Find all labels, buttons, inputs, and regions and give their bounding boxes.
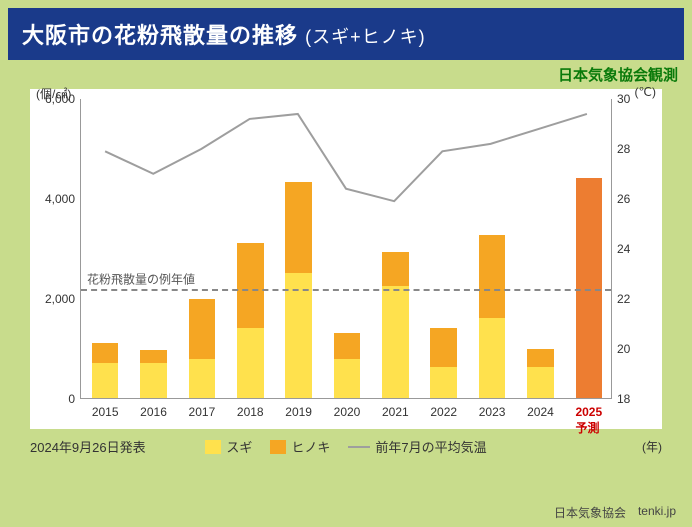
bar-sugi — [237, 328, 264, 398]
title-sub: (スギ+ヒノキ) — [305, 27, 426, 47]
bar-sugi — [285, 273, 312, 398]
title-bar: 大阪市の花粉飛散量の推移 (スギ+ヒノキ) — [8, 8, 684, 60]
legend-hinoki: ヒノキ — [270, 437, 330, 456]
bar-hinoki — [430, 328, 457, 367]
xtick-label: 2015 — [92, 405, 119, 419]
plot-region: 02,0004,0006,000182022242628302015201620… — [80, 99, 612, 399]
bar-hinoki — [140, 350, 167, 363]
bar-hinoki — [382, 252, 409, 286]
bar-stack — [430, 328, 457, 398]
legend-temp: 前年7月の平均気温 — [348, 437, 486, 456]
bar-hinoki — [189, 299, 216, 359]
bar-sugi — [189, 359, 216, 398]
legend-row: 2024年9月26日発表 スギ ヒノキ 前年7月の平均気温 — [30, 437, 662, 456]
ytick-left: 6,000 — [45, 92, 75, 106]
ytick-right: 30 — [617, 92, 630, 106]
legend-temp-label: 前年7月の平均気温 — [375, 437, 486, 456]
temp-line-swatch — [348, 446, 370, 448]
bar-stack — [479, 235, 506, 399]
credit-left: 日本気象協会 — [554, 504, 626, 521]
pub-date: 2024年9月26日発表 — [30, 437, 146, 456]
ytick-right: 18 — [617, 392, 630, 406]
legend-hinoki-label: ヒノキ — [291, 437, 330, 456]
bar-stack — [237, 243, 264, 398]
avg-line-label: 花粉飛散量の例年値 — [85, 271, 197, 288]
bar-stack — [189, 299, 216, 398]
xtick-label: 2020 — [334, 405, 361, 419]
bar-stack — [527, 349, 554, 398]
bar-stack — [382, 252, 409, 399]
x-axis-label: (年) — [642, 438, 662, 455]
bar-stack — [334, 333, 361, 398]
xtick-label: 2016 — [140, 405, 167, 419]
bar-sugi — [92, 363, 119, 398]
chart-card: 大阪市の花粉飛散量の推移 (スギ+ヒノキ) 日本気象協会観測 (個/㎠) (℃)… — [0, 8, 692, 527]
xtick-label: 2024 — [527, 405, 554, 419]
source-label: 日本気象協会観測 — [0, 64, 678, 85]
xtick-label: 2018 — [237, 405, 264, 419]
bar-stack — [576, 178, 603, 398]
bar-hinoki — [237, 243, 264, 328]
credit-right: tenki.jp — [638, 504, 676, 521]
legend-sugi: スギ — [205, 437, 252, 456]
xtick-label: 2022 — [430, 405, 457, 419]
bar-hinoki — [92, 343, 119, 363]
ytick-left: 4,000 — [45, 192, 75, 206]
bar-hinoki — [527, 349, 554, 367]
right-axis-label: (℃) — [635, 85, 656, 99]
avg-line — [81, 289, 611, 291]
title-main: 大阪市の花粉飛散量の推移 — [22, 23, 298, 48]
hinoki-swatch — [270, 440, 286, 454]
bar-sugi — [479, 318, 506, 398]
sugi-swatch — [205, 440, 221, 454]
bar-stack — [92, 343, 119, 398]
ytick-right: 22 — [617, 292, 630, 306]
bar-hinoki — [479, 235, 506, 319]
ytick-right: 28 — [617, 142, 630, 156]
temp-polyline — [105, 114, 587, 201]
xtick-label: 2025予測 — [575, 405, 602, 436]
bar-hinoki — [285, 182, 312, 273]
legend-sugi-label: スギ — [226, 437, 252, 456]
xtick-label: 2021 — [382, 405, 409, 419]
ytick-left: 0 — [68, 392, 75, 406]
credits: 日本気象協会 tenki.jp — [554, 504, 676, 521]
bar-sugi — [382, 286, 409, 399]
ytick-right: 20 — [617, 342, 630, 356]
xtick-label: 2023 — [479, 405, 506, 419]
ytick-left: 2,000 — [45, 292, 75, 306]
ytick-right: 26 — [617, 192, 630, 206]
bar-sugi — [140, 363, 167, 398]
bar-forecast — [576, 178, 603, 398]
xtick-label: 2017 — [189, 405, 216, 419]
bar-sugi — [334, 359, 361, 398]
chart-area: (個/㎠) (℃) 02,0004,0006,00018202224262830… — [30, 89, 662, 429]
bar-sugi — [430, 367, 457, 398]
ytick-right: 24 — [617, 242, 630, 256]
bar-hinoki — [334, 333, 361, 359]
bar-stack — [140, 350, 167, 398]
xtick-label: 2019 — [285, 405, 312, 419]
bar-sugi — [527, 367, 554, 398]
